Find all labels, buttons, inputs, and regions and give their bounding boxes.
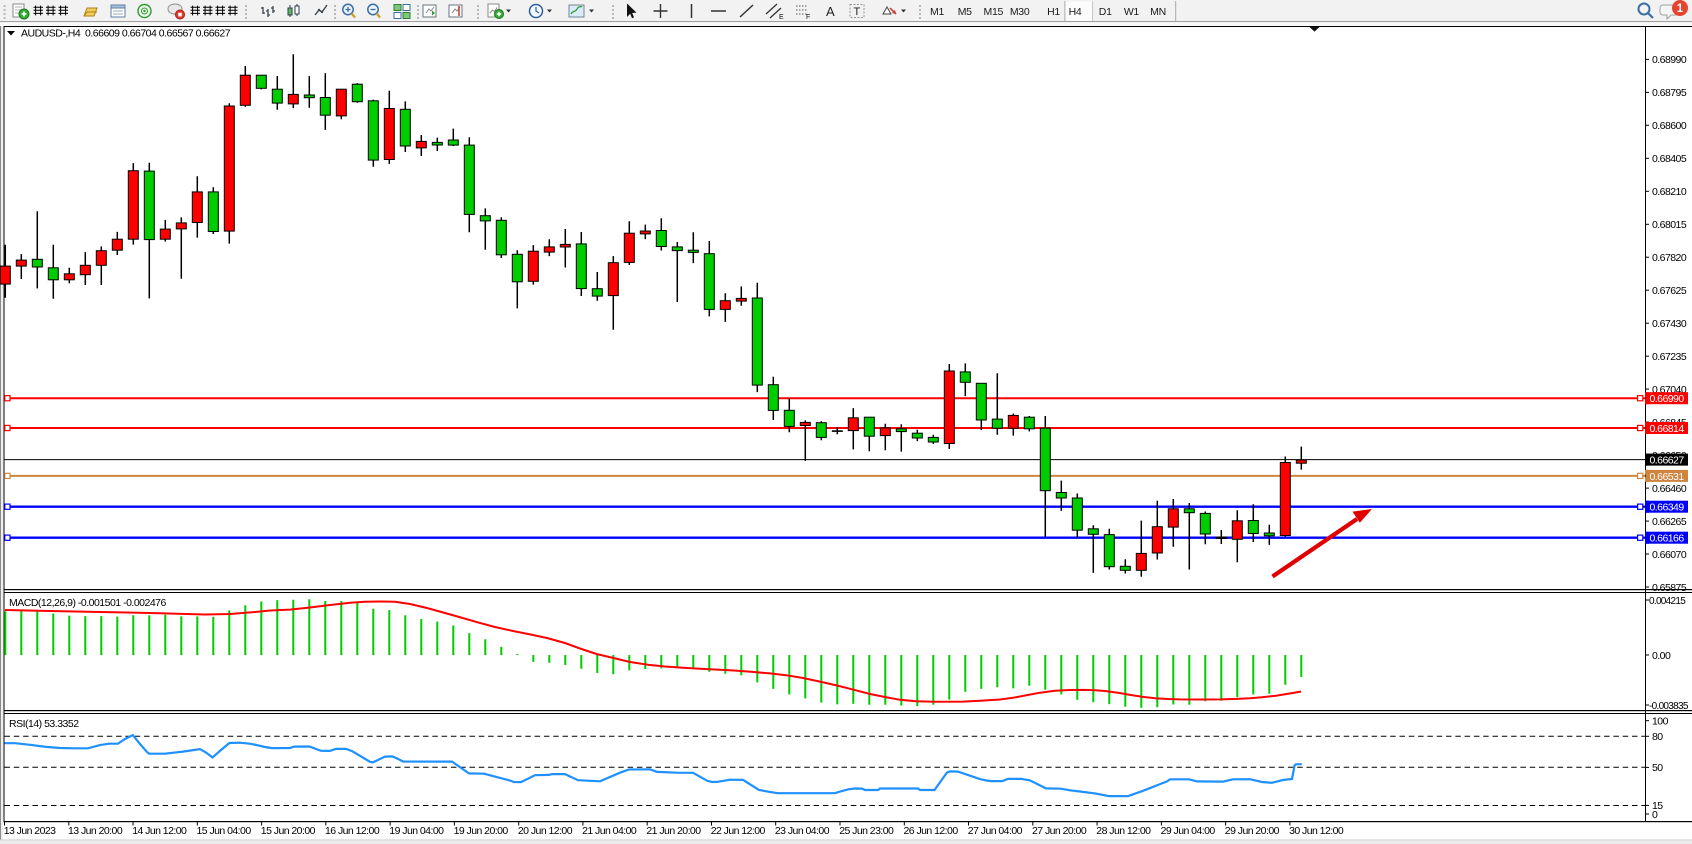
svg-text:0.66460: 0.66460: [1652, 483, 1687, 495]
svg-text:27 Jun 20:00: 27 Jun 20:00: [1032, 825, 1087, 837]
svg-text:0.68600: 0.68600: [1652, 120, 1687, 132]
svg-text:E: E: [779, 14, 784, 21]
svg-text:A: A: [826, 4, 835, 19]
svg-text:100: 100: [1652, 716, 1669, 728]
svg-text:0.66166: 0.66166: [1650, 533, 1685, 545]
svg-text:0.68795: 0.68795: [1652, 87, 1687, 99]
svg-text:M5: M5: [958, 6, 972, 18]
svg-text:0.67625: 0.67625: [1652, 285, 1687, 297]
svg-text:W1: W1: [1124, 6, 1140, 18]
svg-text:26 Jun 12:00: 26 Jun 12:00: [904, 825, 959, 837]
svg-text:29 Jun 04:00: 29 Jun 04:00: [1161, 825, 1216, 837]
svg-text:RSI(14) 53.3352: RSI(14) 53.3352: [9, 718, 79, 730]
svg-text:D1: D1: [1099, 6, 1112, 18]
svg-text:0.66990: 0.66990: [1650, 393, 1685, 405]
svg-text:13 Jun 2023: 13 Jun 2023: [4, 825, 56, 837]
svg-text:15: 15: [1652, 800, 1663, 812]
svg-text:H1: H1: [1047, 6, 1060, 18]
svg-text:0: 0: [1652, 809, 1658, 821]
svg-text:0.66531: 0.66531: [1650, 471, 1685, 483]
svg-text:0.68015: 0.68015: [1652, 219, 1687, 231]
svg-text:-0.003835: -0.003835: [1649, 701, 1689, 712]
svg-text:0.68210: 0.68210: [1652, 186, 1687, 198]
svg-text:16 Jun 12:00: 16 Jun 12:00: [325, 825, 380, 837]
svg-text:AUDUSD-,H4 0.66609 0.66704 0.: AUDUSD-,H4 0.66609 0.66704 0.66567 0.666…: [21, 28, 231, 40]
svg-text:F: F: [806, 14, 810, 21]
svg-text:MACD(12,26,9) -0.001501 -0.002: MACD(12,26,9) -0.001501 -0.002476: [9, 597, 167, 609]
svg-text:0.00: 0.00: [1652, 650, 1671, 662]
svg-text:13 Jun 20:00: 13 Jun 20:00: [68, 825, 123, 837]
svg-text:30 Jun 12:00: 30 Jun 12:00: [1289, 825, 1344, 837]
svg-text:0.67235: 0.67235: [1652, 351, 1687, 363]
svg-text:0.67820: 0.67820: [1652, 252, 1687, 264]
svg-text:MN: MN: [1150, 6, 1166, 18]
svg-text:T: T: [854, 6, 861, 18]
svg-text:0.68405: 0.68405: [1652, 153, 1687, 165]
svg-text:23 Jun 04:00: 23 Jun 04:00: [775, 825, 830, 837]
svg-text:0.67430: 0.67430: [1652, 318, 1687, 330]
svg-text:21 Jun 04:00: 21 Jun 04:00: [582, 825, 637, 837]
svg-text:22 Jun 12:00: 22 Jun 12:00: [711, 825, 766, 837]
svg-text:28 Jun 12:00: 28 Jun 12:00: [1096, 825, 1151, 837]
svg-text:M1: M1: [930, 6, 944, 18]
svg-text:50: 50: [1652, 762, 1663, 774]
svg-text:29 Jun 20:00: 29 Jun 20:00: [1225, 825, 1280, 837]
svg-text:0.004215: 0.004215: [1649, 596, 1686, 607]
svg-text:25 Jun 23:00: 25 Jun 23:00: [839, 825, 894, 837]
svg-text:M30: M30: [1010, 6, 1030, 18]
svg-text:21 Jun 20:00: 21 Jun 20:00: [646, 825, 701, 837]
svg-text:H4: H4: [1069, 6, 1082, 18]
svg-text:19 Jun 20:00: 19 Jun 20:00: [454, 825, 509, 837]
svg-text:20 Jun 12:00: 20 Jun 12:00: [518, 825, 573, 837]
svg-text:0.66265: 0.66265: [1652, 516, 1687, 528]
svg-text:0.66070: 0.66070: [1652, 549, 1687, 561]
svg-text:14 Jun 12:00: 14 Jun 12:00: [132, 825, 187, 837]
svg-text:80: 80: [1652, 731, 1663, 743]
svg-text:0.66627: 0.66627: [1650, 455, 1685, 467]
svg-text:0.66349: 0.66349: [1650, 502, 1685, 514]
svg-text:0.65875: 0.65875: [1652, 582, 1687, 594]
svg-text:19 Jun 04:00: 19 Jun 04:00: [389, 825, 444, 837]
svg-text:M15: M15: [984, 6, 1004, 18]
svg-text:0.68990: 0.68990: [1652, 54, 1687, 66]
svg-text:15 Jun 04:00: 15 Jun 04:00: [197, 825, 252, 837]
svg-text:1: 1: [1677, 3, 1684, 15]
svg-text:27 Jun 04:00: 27 Jun 04:00: [968, 825, 1023, 837]
svg-text:15 Jun 20:00: 15 Jun 20:00: [261, 825, 316, 837]
svg-text:0.66814: 0.66814: [1650, 423, 1685, 435]
